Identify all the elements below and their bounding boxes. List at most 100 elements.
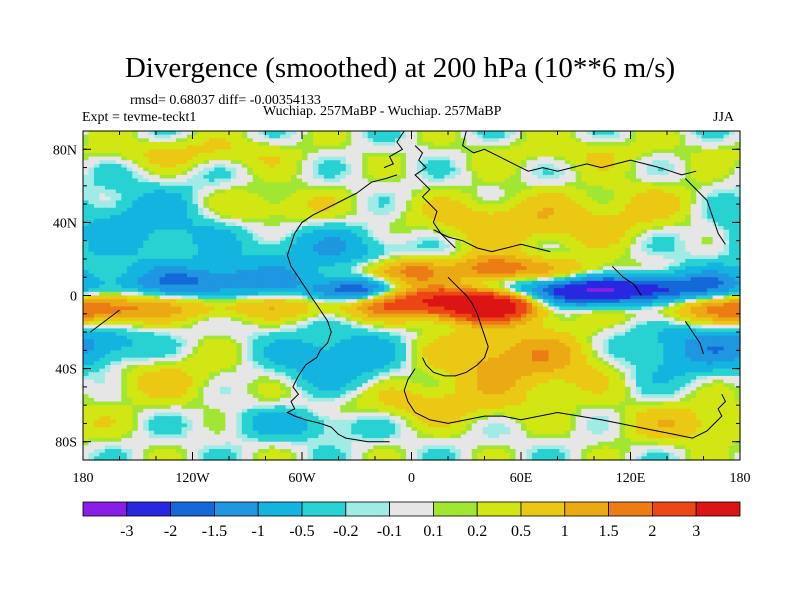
field-cell: [373, 174, 380, 180]
field-cell: [384, 160, 391, 165]
field-cell: [729, 196, 736, 202]
field-cell: [197, 185, 205, 191]
field-cell: [88, 211, 95, 216]
field-cell: [340, 131, 347, 136]
field-cell: [197, 141, 205, 147]
field-cell: [668, 244, 675, 249]
field-cell: [718, 226, 725, 231]
field-cell: [203, 156, 210, 161]
field-cell: [323, 244, 330, 249]
field-cell: [422, 280, 429, 286]
field-cell: [575, 258, 582, 264]
field-cell: [340, 229, 347, 234]
field-cell: [444, 196, 451, 202]
field-cell: [329, 222, 336, 227]
field-cell: [685, 229, 692, 234]
field-cell: [406, 258, 413, 264]
field-cell: [526, 149, 533, 154]
field-cell: [236, 207, 243, 213]
field-cell: [126, 240, 133, 245]
field-cell: [334, 171, 341, 176]
field-cell: [433, 237, 440, 242]
field-cell: [323, 215, 330, 220]
field-cell: [345, 196, 352, 202]
field-cell: [280, 247, 287, 253]
field-cell: [657, 200, 664, 205]
field-cell: [630, 189, 637, 194]
field-cell: [329, 273, 336, 278]
field-cell: [93, 131, 101, 136]
field-cell: [121, 156, 128, 161]
field-cell: [187, 244, 194, 249]
field-cell: [263, 138, 270, 143]
field-cell: [389, 163, 396, 169]
field-cell: [143, 174, 150, 180]
field-cell: [548, 163, 555, 169]
field-cell: [197, 156, 205, 161]
field-cell: [499, 251, 506, 256]
field-cell: [707, 269, 714, 275]
field-cell: [230, 145, 237, 150]
field-cell: [493, 229, 500, 234]
field-cell: [329, 233, 336, 238]
field-cell: [252, 149, 259, 154]
field-cell: [707, 134, 714, 139]
field-cell: [187, 134, 194, 139]
field-cell: [296, 207, 303, 213]
field-cell: [269, 262, 276, 267]
field-cell: [367, 262, 374, 267]
field-cell: [159, 229, 166, 234]
field-cell: [230, 152, 237, 158]
field-cell: [214, 237, 221, 242]
field-cell: [668, 251, 675, 256]
field-cell: [646, 149, 653, 154]
field-cell: [625, 207, 632, 213]
field-cell: [104, 167, 111, 172]
field-cell: [170, 207, 177, 213]
field-cell: [510, 138, 517, 143]
field-cell: [362, 218, 369, 223]
field-cell: [132, 163, 139, 169]
field-cell: [208, 247, 215, 253]
field-cell: [291, 145, 298, 150]
field-cell: [99, 163, 106, 169]
field-cell: [334, 189, 341, 194]
field-cell: [197, 145, 205, 150]
field-cell: [657, 152, 664, 158]
field-cell: [83, 215, 90, 220]
field-cell: [734, 255, 741, 260]
field-cell: [340, 189, 347, 194]
field-cell: [581, 237, 588, 242]
field-cell: [488, 222, 495, 227]
field-cell: [608, 174, 615, 180]
field-cell: [384, 255, 391, 260]
field-cell: [707, 160, 714, 165]
field-cell: [384, 233, 391, 238]
field-cell: [411, 277, 418, 282]
field-cell: [712, 200, 719, 205]
field-cell: [493, 277, 500, 282]
field-cell: [433, 131, 440, 136]
field-cell: [444, 178, 451, 183]
field-cell: [455, 211, 462, 216]
field-cell: [296, 226, 303, 231]
field-cell: [296, 251, 303, 256]
field-cell: [329, 160, 336, 165]
field-cell: [510, 215, 517, 220]
field-cell: [674, 156, 681, 161]
field-cell: [159, 244, 166, 249]
field-cell: [646, 163, 653, 169]
field-cell: [406, 204, 413, 209]
field-cell: [181, 233, 188, 238]
field-cell: [132, 226, 139, 231]
field-cell: [438, 207, 445, 213]
field-cell: [291, 211, 298, 216]
field-cell: [263, 160, 270, 165]
field-cell: [192, 255, 199, 260]
field-cell: [690, 273, 697, 278]
field-cell: [416, 218, 424, 223]
field-cell: [395, 269, 402, 275]
field-cell: [723, 138, 730, 143]
field-cell: [641, 200, 648, 205]
field-cell: [230, 258, 237, 264]
